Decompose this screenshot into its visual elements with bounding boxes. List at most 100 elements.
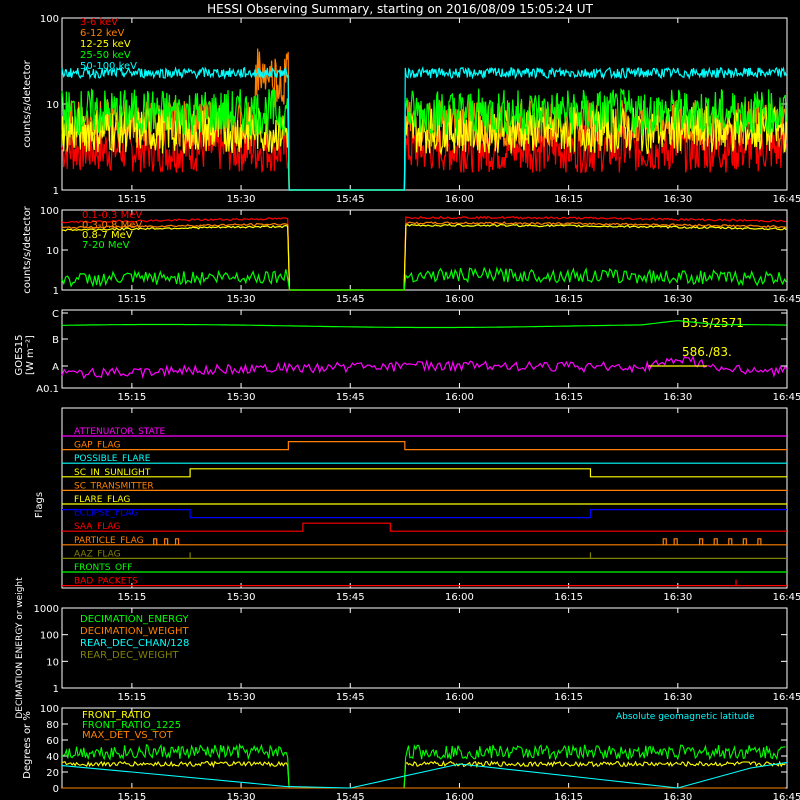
flag-trace: [62, 441, 787, 451]
x-tick-label: 15:30: [227, 194, 256, 205]
panel3-yunit: [W m⁻²]: [25, 335, 36, 375]
x-tick-label: 15:45: [336, 592, 365, 603]
x-tick-label: 16:30: [663, 792, 692, 800]
flag-label: GAP_FLAG: [74, 441, 120, 451]
y-tick-label: 1: [53, 286, 59, 297]
legend-entry: 0.8-7 MeV: [82, 230, 133, 241]
x-tick-label: 16:30: [663, 692, 692, 703]
flag-label: ATTENUATOR_STATE: [74, 427, 166, 437]
legend-entry: 50-100 keV: [80, 61, 137, 72]
x-tick-label: 16:00: [445, 692, 474, 703]
panel-4-frame: [61, 407, 788, 589]
x-tick-label: 16:15: [554, 294, 583, 305]
x-tick-label: 15:30: [227, 294, 256, 305]
y-tick-label: 100: [40, 704, 59, 715]
legend-entry: REAR_DEC_CHAN/128: [80, 638, 189, 649]
series-line-25-50-keV: [61, 87, 787, 191]
y-tick-label: 100: [40, 206, 59, 217]
y-tick-label: 10: [46, 657, 59, 668]
x-tick-label: 16:00: [445, 592, 474, 603]
x-tick-label: 15:45: [336, 194, 365, 205]
series-line-50-100-keV: [61, 65, 787, 191]
flag-label: FLARE_FLAG: [74, 495, 130, 505]
flag-trace: [62, 552, 787, 559]
series-line-goes-short: [61, 355, 788, 380]
y-tick-label: A: [52, 362, 59, 373]
chart-title: HESSI Observing Summary, starting on 201…: [207, 2, 593, 16]
flag-label: FRONTS_OFF: [74, 563, 132, 573]
legend-entry: 0.1-0.3 MeV: [82, 210, 142, 221]
y-tick-label: 1: [53, 684, 59, 695]
legend-entry: 0.3-0.8 MeV: [82, 220, 142, 231]
series-line-goes-long: [62, 320, 787, 329]
x-tick-label: 15:15: [117, 792, 146, 800]
flag-trace: [62, 468, 787, 478]
y-tick-label: 10: [46, 246, 59, 257]
x-tick-label: 15:45: [336, 792, 365, 800]
series-line-FRONT_RATIO: [61, 760, 786, 789]
panel5-ylabel: DECIMATION ENERGY or weight: [15, 577, 25, 719]
series-line-0.8-7-MeV: [62, 223, 787, 291]
x-tick-label: 16:15: [554, 792, 583, 800]
flag-trace: [62, 522, 787, 532]
y-tick-label: A0.1: [36, 384, 59, 395]
x-tick-label: 16:00: [445, 294, 474, 305]
legend-entry: REAR_DEC_WEIGHT: [80, 650, 179, 661]
x-tick-label: 16:15: [554, 592, 583, 603]
panel6-ylabel: Degrees or %: [22, 711, 33, 779]
panel3-ylabel: GOES15: [14, 334, 25, 375]
x-tick-label: 16:00: [445, 392, 474, 403]
y-tick-label: 100: [40, 631, 59, 642]
legend-entry: 7-20 MeV: [82, 240, 130, 251]
legend-entry: DECIMATION_ENERGY: [80, 614, 189, 625]
x-tick-label: 16:45: [773, 692, 800, 703]
x-tick-label: 15:30: [227, 592, 256, 603]
x-tick-label: 16:15: [554, 392, 583, 403]
x-tick-label: 16:45: [773, 792, 800, 800]
y-tick-label: 10: [46, 100, 59, 111]
flag-label: SC_IN_SUNLIGHT: [74, 468, 151, 478]
x-tick-label: 16:00: [445, 792, 474, 800]
x-tick-label: 15:45: [336, 392, 365, 403]
y-tick-label: 20: [46, 768, 59, 779]
x-tick-label: 15:15: [117, 294, 146, 305]
y-tick-label: 60: [46, 736, 59, 747]
x-tick-label: 16:30: [663, 392, 692, 403]
x-tick-label: 16:30: [663, 194, 692, 205]
legend-entry: MAX_DET_VS_TOT: [82, 730, 174, 741]
goes-flux-annotation: B3.5/2571: [682, 316, 744, 330]
x-tick-label: 15:30: [227, 792, 256, 800]
geomag-latitude-line: [61, 761, 788, 789]
x-tick-label: 15:15: [117, 692, 146, 703]
flag-label: ECLIPSE_FLAG: [74, 509, 138, 519]
x-tick-label: 16:30: [663, 294, 692, 305]
x-tick-label: 16:15: [554, 194, 583, 205]
series-line-0.3-0.8-MeV: [61, 221, 787, 291]
plot-layers: 15:15 15:30 15:45 16:00 16:15 16:30 16:45 15:15…: [34, 14, 800, 800]
y-tick-label: 1: [53, 186, 59, 197]
flag-label: BAD_PACKETS: [74, 577, 138, 587]
x-tick-label: 16:00: [445, 194, 474, 205]
x-tick-label: 16:45: [773, 592, 800, 603]
series-line-7-20-MeV: [61, 266, 787, 291]
x-tick-label: 16:15: [554, 692, 583, 703]
x-tick-label: 15:30: [227, 692, 256, 703]
legend-entry: 12-25 keV: [80, 39, 131, 50]
legend-entry: FRONT_RATIO: [82, 710, 151, 721]
legend-entry: FRONT_RATIO_1225: [82, 720, 181, 731]
flag-trace: [62, 538, 787, 546]
x-tick-label: 15:45: [336, 294, 365, 305]
legend-entry: DECIMATION_WEIGHT: [80, 626, 189, 637]
panel-5-frame: [61, 607, 788, 689]
x-tick-label: 15:15: [117, 194, 146, 205]
legend-entry: 3-6 keV: [80, 17, 118, 28]
flag-trace: [62, 509, 787, 519]
flag-label: SAA_FLAG: [74, 522, 120, 532]
y-tick-label: 100: [40, 14, 59, 25]
legend-entry: 6-12 keV: [80, 28, 124, 39]
panel2-ylabel: counts/s/detector: [22, 205, 33, 293]
flag-label: POSSIBLE_FLARE: [74, 454, 151, 464]
x-tick-label: 16:45: [773, 194, 800, 205]
y-tick-label: 80: [46, 720, 59, 731]
panel1-ylabel: counts/s/detector: [22, 59, 33, 147]
